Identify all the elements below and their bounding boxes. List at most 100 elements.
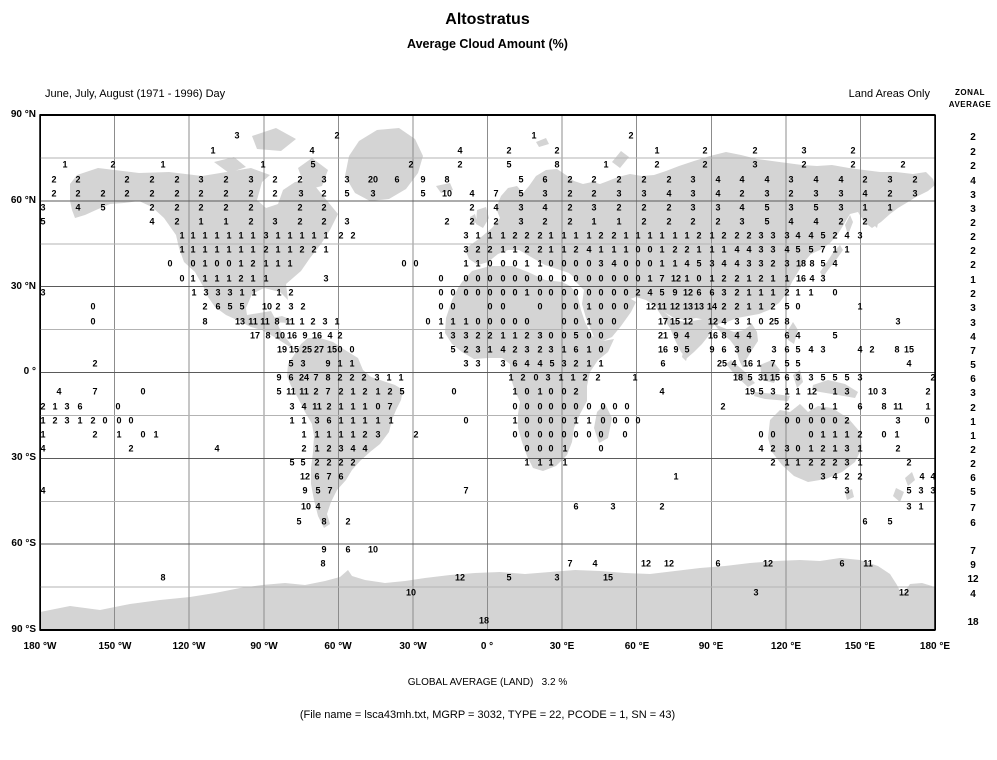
grid-cell-value: 1 [844,429,850,440]
grid-cell-value: 4 [350,443,356,454]
grid-cell-value: 2 [666,174,672,185]
grid-cell-value: 1 [263,258,269,269]
grid-cell-value: 2 [100,188,106,199]
grid-cell-value: 5 [315,485,321,496]
grid-cell-value: 2 [857,429,863,440]
grid-cell-value: 0 [635,415,641,426]
grid-cell-value: 3 [753,587,759,598]
grid-cell-value: 2 [299,244,305,255]
grid-cell-value: 1 [52,401,58,412]
grid-cell-value: 1 [512,244,518,255]
grid-cell-value: 2 [696,230,702,241]
grid-cell-value: 0 [226,258,232,269]
grid-cell-value: 0 [561,330,567,341]
grid-cell-value: 8 [881,401,887,412]
grid-cell-value: 7 [387,401,393,412]
grid-cell-value: 2 [387,386,393,397]
grid-cell-value: 12 [806,386,818,397]
grid-cell-value: 2 [310,316,316,327]
grid-cell-value: 1 [350,429,356,440]
zonal-average-value: 4 [970,332,976,343]
grid-cell-value: 2 [672,244,678,255]
grid-cell-value: 1 [116,429,122,440]
grid-cell-value: 0 [413,258,419,269]
grid-cell-value: 1 [438,316,444,327]
grid-cell-value: 8 [274,316,280,327]
grid-cell-value: 0 [90,316,96,327]
zonal-header-line2: AVERAGE [948,100,992,109]
grid-cell-value: 6 [784,330,790,341]
grid-cell-value: 5 [518,188,524,199]
grid-cell-value: 3 [450,330,456,341]
grid-cell-value: 11 [657,301,667,312]
grid-cell-value: 5 [289,457,295,468]
grid-cell-value: 31 [757,372,769,383]
grid-cell-value: 1 [349,358,355,369]
grid-cell-value: 6 [862,516,868,527]
grid-cell-value: 2 [628,130,634,141]
grid-cell-value: 2 [746,230,752,241]
grid-cell-value: 0 [463,287,469,298]
grid-cell-value: 5 [764,202,770,213]
grid-cell-value: 1 [198,216,204,227]
grid-cell-value: 1 [239,287,245,298]
grid-cell-value: 1 [190,230,196,241]
grid-cell-value: 0 [500,258,506,269]
grid-cell-value: 1 [659,244,665,255]
longitude-axis-label: 180 °E [919,641,951,652]
grid-cell-value: 4 [537,358,543,369]
grid-cell-value: 0 [500,301,506,312]
grid-cell-value: 1 [160,159,166,170]
grid-cell-value: 1 [287,230,293,241]
grid-cell-value: 3 [198,174,204,185]
grid-cell-value: 2 [248,188,254,199]
grid-cell-value: 5 [506,572,512,583]
grid-cell-value: 0 [537,273,543,284]
grid-cell-value: 12 [454,572,466,583]
grid-cell-value: 11 [299,386,309,397]
grid-cell-value: 1 [820,429,826,440]
grid-cell-value: 1 [746,273,752,284]
grid-cell-value: 5 [764,216,770,227]
grid-cell-value: 12 [682,287,694,298]
grid-cell-value: 1 [190,273,196,284]
grid-cell-value: 2 [110,159,116,170]
grid-cell-value: 8 [202,316,208,327]
grid-cell-value: 1 [548,457,554,468]
grid-cell-value: 1 [238,244,244,255]
zonal-average-value: 2 [970,132,976,143]
grid-cell-value: 8 [160,572,166,583]
grid-cell-value: 0 [524,316,530,327]
zonal-average-value: 2 [970,246,976,257]
grid-cell-value: 4 [40,485,46,496]
grid-cell-value: 0 [624,415,630,426]
grid-cell-value: 1 [202,230,208,241]
zonal-average-value: 6 [970,374,976,385]
grid-cell-value: 2 [770,457,776,468]
grid-cell-value: 1 [586,301,592,312]
grid-cell-value: 17 [249,330,261,341]
grid-cell-value: 0 [561,415,567,426]
zonal-average-value: 3 [970,190,976,201]
grid-cell-value: 0 [635,258,641,269]
grid-cell-value: 1 [548,230,554,241]
zonal-average-value: 2 [970,218,976,229]
grid-cell-value: 18 [478,615,490,626]
grid-cell-value: 3 [272,216,278,227]
grid-cell-value: 10 [274,330,286,341]
grid-cell-value: 0 [548,415,554,426]
grid-cell-value: 3 [300,358,306,369]
grid-cell-value: 2 [666,202,672,213]
grid-cell-value: 10 [261,301,273,312]
grid-cell-value: 2 [702,145,708,156]
grid-cell-value: 1 [562,443,568,454]
grid-cell-value: 1 [287,244,293,255]
grid-cell-value: 3 [463,230,469,241]
zonal-average-value: 3 [970,388,976,399]
grid-cell-value: 1 [210,145,216,156]
grid-cell-value: 0 [598,443,604,454]
grid-cell-value: 9 [420,174,426,185]
grid-cell-value: 2 [174,188,180,199]
grid-cell-value: 0 [573,401,579,412]
grid-cell-value: 5 [844,372,850,383]
